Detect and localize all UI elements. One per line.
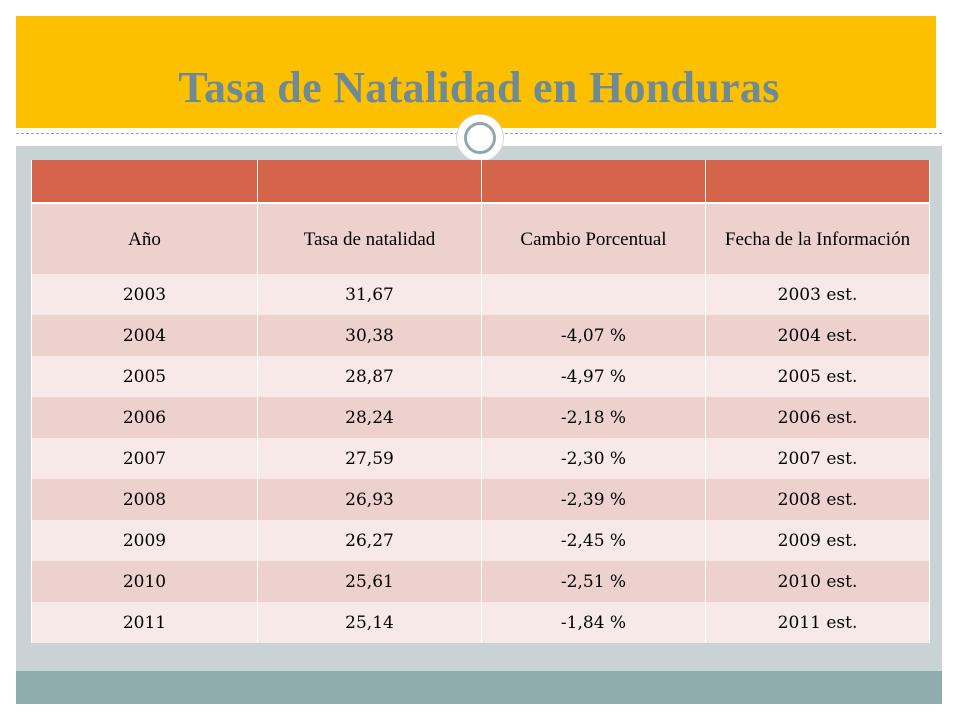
cell-birth-rate: 27,59 bbox=[257, 438, 482, 479]
table-row: 2009 26,27 -2,45 % 2009 est. bbox=[31, 520, 930, 561]
cell-percent-change: -2,51 % bbox=[481, 561, 706, 602]
cell-year: 2008 bbox=[31, 479, 258, 520]
cell-year: 2005 bbox=[31, 356, 258, 397]
cell-birth-rate: 30,38 bbox=[257, 315, 482, 356]
circle-ornament-ring bbox=[464, 122, 496, 154]
cell-birth-rate: 26,93 bbox=[257, 479, 482, 520]
cell-year: 2010 bbox=[31, 561, 258, 602]
table-row: 2004 30,38 -4,07 % 2004 est. bbox=[31, 315, 930, 356]
cell-info-date: 2005 est. bbox=[705, 356, 930, 397]
table-row: 2006 28,24 -2,18 % 2006 est. bbox=[31, 397, 930, 438]
table-row: 2011 25,14 -1,84 % 2011 est. bbox=[31, 602, 930, 643]
cell-info-date: 2007 est. bbox=[705, 438, 930, 479]
cell-percent-change: -2,18 % bbox=[481, 397, 706, 438]
cell-info-date: 2004 est. bbox=[705, 315, 930, 356]
column-label-info-date: Fecha de la Información bbox=[705, 203, 930, 274]
cell-percent-change: -1,84 % bbox=[481, 602, 706, 643]
table-row: 2010 25,61 -2,51 % 2010 est. bbox=[31, 561, 930, 602]
table-row: 2008 26,93 -2,39 % 2008 est. bbox=[31, 479, 930, 520]
circle-ornament-icon bbox=[456, 114, 504, 162]
cell-year: 2006 bbox=[31, 397, 258, 438]
slide-title: Tasa de Natalidad en Honduras bbox=[178, 63, 780, 112]
cell-birth-rate: 25,61 bbox=[257, 561, 482, 602]
cell-year: 2011 bbox=[31, 602, 258, 643]
column-label-year: Año bbox=[31, 203, 258, 274]
column-label-row: Año Tasa de natalidad Cambio Porcentual … bbox=[31, 203, 930, 274]
bottom-band bbox=[16, 671, 942, 704]
cell-info-date: 2003 est. bbox=[705, 274, 930, 315]
header-cell bbox=[705, 160, 930, 204]
cell-birth-rate: 31,67 bbox=[257, 274, 482, 315]
cell-birth-rate: 25,14 bbox=[257, 602, 482, 643]
cell-year: 2004 bbox=[31, 315, 258, 356]
cell-year: 2009 bbox=[31, 520, 258, 561]
cell-info-date: 2009 est. bbox=[705, 520, 930, 561]
title-band bbox=[16, 16, 936, 128]
table-row: 2005 28,87 -4,97 % 2005 est. bbox=[31, 356, 930, 397]
cell-percent-change: -4,07 % bbox=[481, 315, 706, 356]
table-header-row bbox=[31, 160, 930, 204]
cell-birth-rate: 28,24 bbox=[257, 397, 482, 438]
header-cell bbox=[257, 160, 482, 204]
cell-year: 2007 bbox=[31, 438, 258, 479]
column-label-birth-rate: Tasa de natalidad bbox=[257, 203, 482, 274]
cell-birth-rate: 28,87 bbox=[257, 356, 482, 397]
title-band-edge bbox=[936, 16, 942, 128]
cell-info-date: 2008 est. bbox=[705, 479, 930, 520]
table-row: 2007 27,59 -2,30 % 2007 est. bbox=[31, 438, 930, 479]
cell-percent-change: -4,97 % bbox=[481, 356, 706, 397]
cell-info-date: 2006 est. bbox=[705, 397, 930, 438]
cell-year: 2003 bbox=[31, 274, 258, 315]
cell-percent-change: -2,39 % bbox=[481, 479, 706, 520]
column-label-percent-change: Cambio Porcentual bbox=[481, 203, 706, 274]
cell-info-date: 2010 est. bbox=[705, 561, 930, 602]
cell-percent-change: -2,30 % bbox=[481, 438, 706, 479]
table-row: 2003 31,67 2003 est. bbox=[31, 274, 930, 315]
cell-birth-rate: 26,27 bbox=[257, 520, 482, 561]
cell-percent-change: -2,45 % bbox=[481, 520, 706, 561]
cell-percent-change bbox=[481, 274, 706, 315]
header-cell bbox=[481, 160, 706, 204]
cell-info-date: 2011 est. bbox=[705, 602, 930, 643]
header-cell bbox=[31, 160, 258, 204]
birth-rate-table: Año Tasa de natalidad Cambio Porcentual … bbox=[31, 160, 930, 643]
